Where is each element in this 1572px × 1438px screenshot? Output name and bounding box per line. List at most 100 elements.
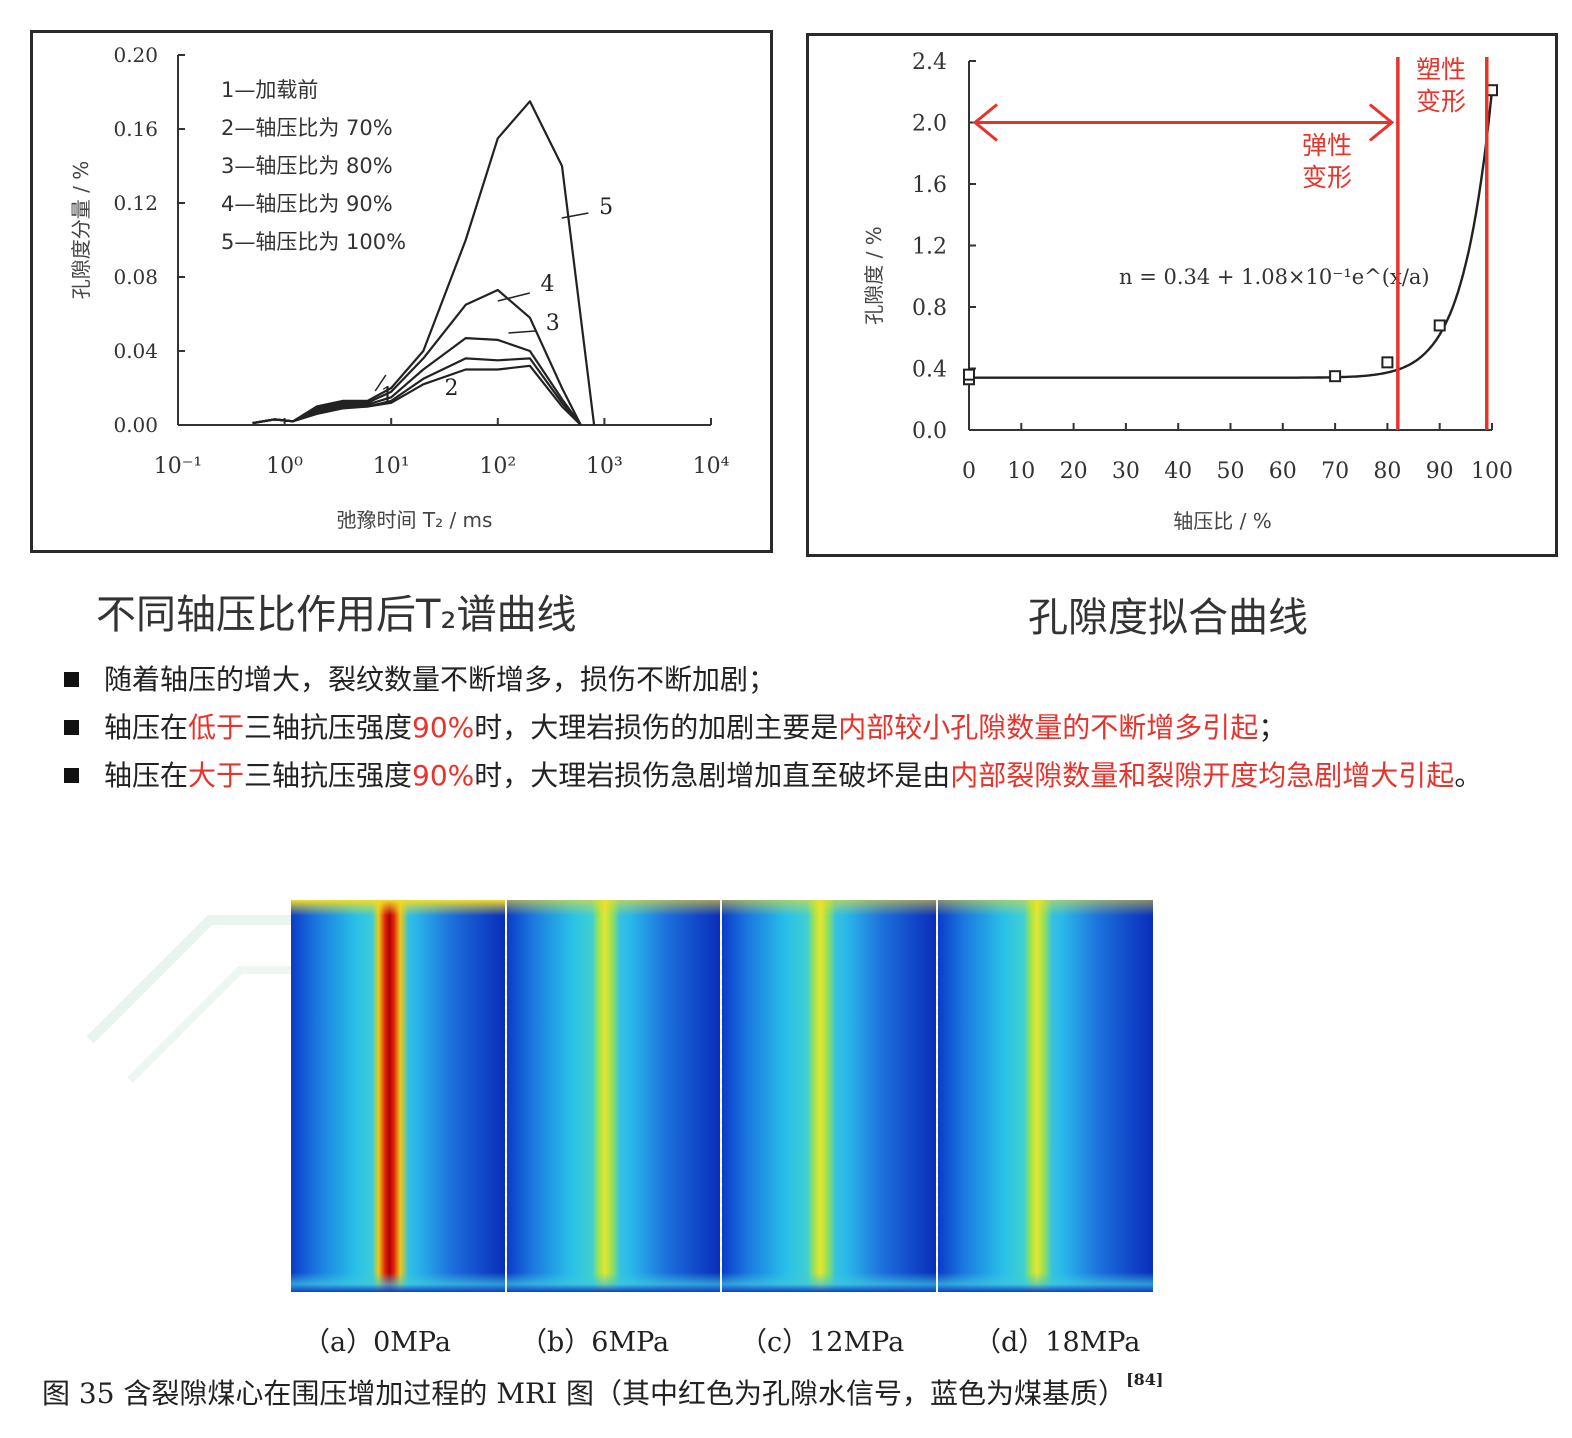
elastic-deformation-label: 变形 [1302,163,1352,192]
porosity-x-tick-label: 40 [1164,459,1192,484]
mri-panel-a [291,900,505,1292]
highlighted-text: 90% [412,711,475,744]
porosity-x-tick-label: 80 [1373,459,1401,484]
porosity-fit-curve [969,90,1494,379]
porosity-y-tick-label: 1.6 [912,173,947,198]
porosity-y-tick-label: 0.0 [912,419,947,444]
porosity-x-tick-label: 100 [1471,459,1513,484]
t2-spectrum-svg: 0.00 0.04 0.08 0.12 0.16 0.20 10⁻¹ 10⁰ 10¹ 10² 10³… [69,43,730,532]
porosity-data-point [1433,319,1446,332]
bullet-square-icon [64,768,79,783]
mri-panel-separator [935,900,940,1292]
t2-curve-leader [374,374,387,392]
t2-curve-label: 1 [381,384,395,409]
bullet-text: 轴压在 [104,759,189,792]
porosity-chart-caption: 孔隙度拟合曲线 [1028,595,1308,641]
porosity-x-tick-label: 70 [1321,459,1349,484]
highlighted-text: 大于 [188,759,245,792]
porosity-x-tick-label: 50 [1217,459,1245,484]
bullet-square-icon [64,672,79,687]
highlighted-text: 低于 [188,711,245,744]
porosity-data-point [1381,356,1394,369]
mri-panel-c [722,900,936,1292]
t2-x-tick-label: 10² [479,454,516,479]
bullet-text: 随着轴压的增大，裂纹数量不断增多，损伤不断加剧； [104,663,777,696]
t2-x-tick-label: 10⁴ [693,454,730,479]
t2-legend-entry: 5—轴压比为 100% [221,230,406,254]
t2-y-axis-label: 孔隙度分量 / % [69,161,93,299]
porosity-x-tick-label: 90 [1426,459,1454,484]
t2-legend-entry: 1—加载前 [221,78,318,102]
conclusion-bullet-list: 随着轴压的增大，裂纹数量不断增多，损伤不断加剧； 轴压在低于三轴抗压强度90%时，… [60,656,1540,800]
conclusion-bullet: 轴压在大于三轴抗压强度90%时，大理岩损伤急剧增加直至破坏是由内部裂隙数量和裂隙… [60,752,1540,800]
t2-curve-label: 2 [445,376,459,401]
t2-curve-label: 4 [540,272,554,297]
figure-caption: 图 35 含裂隙煤心在围压增加过程的 MRI 图（其中红色为孔隙水信号，蓝色为煤… [42,1370,1164,1412]
conclusion-bullet: 轴压在低于三轴抗压强度90%时，大理岩损伤的加剧主要是内部较小孔隙数量的不断增多… [60,704,1540,752]
t2-legend-entry: 3—轴压比为 80% [221,154,393,178]
bullet-text: 轴压在 [104,711,189,744]
t2-y-tick-label: 0.12 [113,191,158,215]
bullet-square-icon [64,720,79,735]
t2-y-tick-label: 0.20 [113,43,158,67]
mri-label-c: （c）12MPa [740,1327,905,1358]
arrow-head-left [972,103,998,142]
t2-x-tick-label: 10¹ [373,454,410,479]
t2-x-axis-label: 弛豫时间 T₂ / ms [337,508,493,532]
bullet-text: 三轴抗压强度 [244,711,413,744]
t2-curve-leader [508,330,536,334]
plastic-deformation-label: 塑性 [1416,55,1466,84]
mri-label-d: （d）18MPa [974,1327,1141,1358]
background-decoration [86,915,310,1083]
t2-x-tick-label: 10⁻¹ [154,454,202,479]
t2-series-line-3 [252,337,582,426]
porosity-x-tick-label: 20 [1060,459,1088,484]
bullet-text: 时，大理岩损伤急剧增加直至破坏是由 [474,759,951,792]
t2-legend-entry: 2—轴压比为 70% [221,116,393,140]
porosity-fit-svg: 0.0 0.4 0.8 1.2 1.6 2.0 2.4 0 10 20 30 40 50 60 70 80 90… [862,50,1513,533]
conclusion-bullet: 随着轴压的增大，裂纹数量不断增多，损伤不断加剧； [60,656,1540,704]
mri-label-a: （a）0MPa [303,1327,451,1358]
porosity-x-tick-label: 0 [962,459,976,484]
figure-reference: [84] [1126,1370,1164,1389]
t2-y-tick-label: 0.00 [113,413,158,437]
arrow-head-right [1368,103,1395,142]
porosity-x-axis-label: 轴压比 / % [1173,509,1271,533]
mri-panel-separator [504,900,509,1292]
t2-curve-leader [497,292,530,302]
mri-panel-b [506,900,720,1292]
highlighted-text: 90% [412,759,475,792]
t2-chart-caption: 不同轴压比作用后T₂谱曲线 [96,592,577,638]
bullet-text: 。 [1454,759,1483,792]
t2-spectrum-chart: 0.00 0.04 0.08 0.12 0.16 0.20 10⁻¹ 10⁰ 10¹ 10² 10³… [30,30,773,553]
figure-caption-text: 图 35 含裂隙煤心在围压增加过程的 MRI 图（其中红色为孔隙水信号，蓝色为煤… [42,1377,1127,1410]
t2-x-tick-label: 10³ [586,454,623,479]
mri-panel-labels: （a）0MPa （b）6MPa （c）12MPa （d）18MPa [0,1320,1572,1360]
fit-equation: n = 0.34 + 1.08×10⁻¹e^(x/a) [1119,265,1430,289]
t2-y-tick-label: 0.04 [113,339,158,363]
porosity-y-tick-label: 1.2 [912,235,947,260]
porosity-y-tick-label: 0.8 [912,296,947,321]
bullet-text: 三轴抗压强度 [244,759,413,792]
t2-x-tick-label: 10⁰ [266,454,303,479]
porosity-data-point [963,368,975,381]
porosity-x-tick-label: 10 [1007,459,1035,484]
porosity-data-point [1329,370,1342,383]
highlighted-text: 内部较小孔隙数量的不断增多引起 [838,711,1259,744]
porosity-y-axis-label: 孔隙度 / % [862,226,886,324]
porosity-x-tick-label: 60 [1269,459,1297,484]
mri-image-strip [291,900,1153,1292]
porosity-fit-chart: 0.0 0.4 0.8 1.2 1.6 2.0 2.4 0 10 20 30 40 50 60 70 80 90… [806,33,1558,557]
t2-legend-entry: 4—轴压比为 90% [221,192,393,216]
porosity-x-tick-label: 30 [1112,459,1140,484]
mri-panel-d [937,900,1153,1292]
mri-panel-separator [720,900,724,1292]
t2-curve-label: 5 [599,195,613,220]
elastic-deformation-label: 弹性 [1302,131,1352,160]
t2-y-tick-label: 0.16 [113,117,158,141]
bullet-text: 时，大理岩损伤的加剧主要是 [474,711,839,744]
highlighted-text: 内部裂隙数量和裂隙开度均急剧增大引起 [950,759,1455,792]
mri-label-b: （b）6MPa [520,1327,670,1358]
bullet-text: ； [1258,711,1287,744]
t2-curve-label: 3 [546,311,560,336]
